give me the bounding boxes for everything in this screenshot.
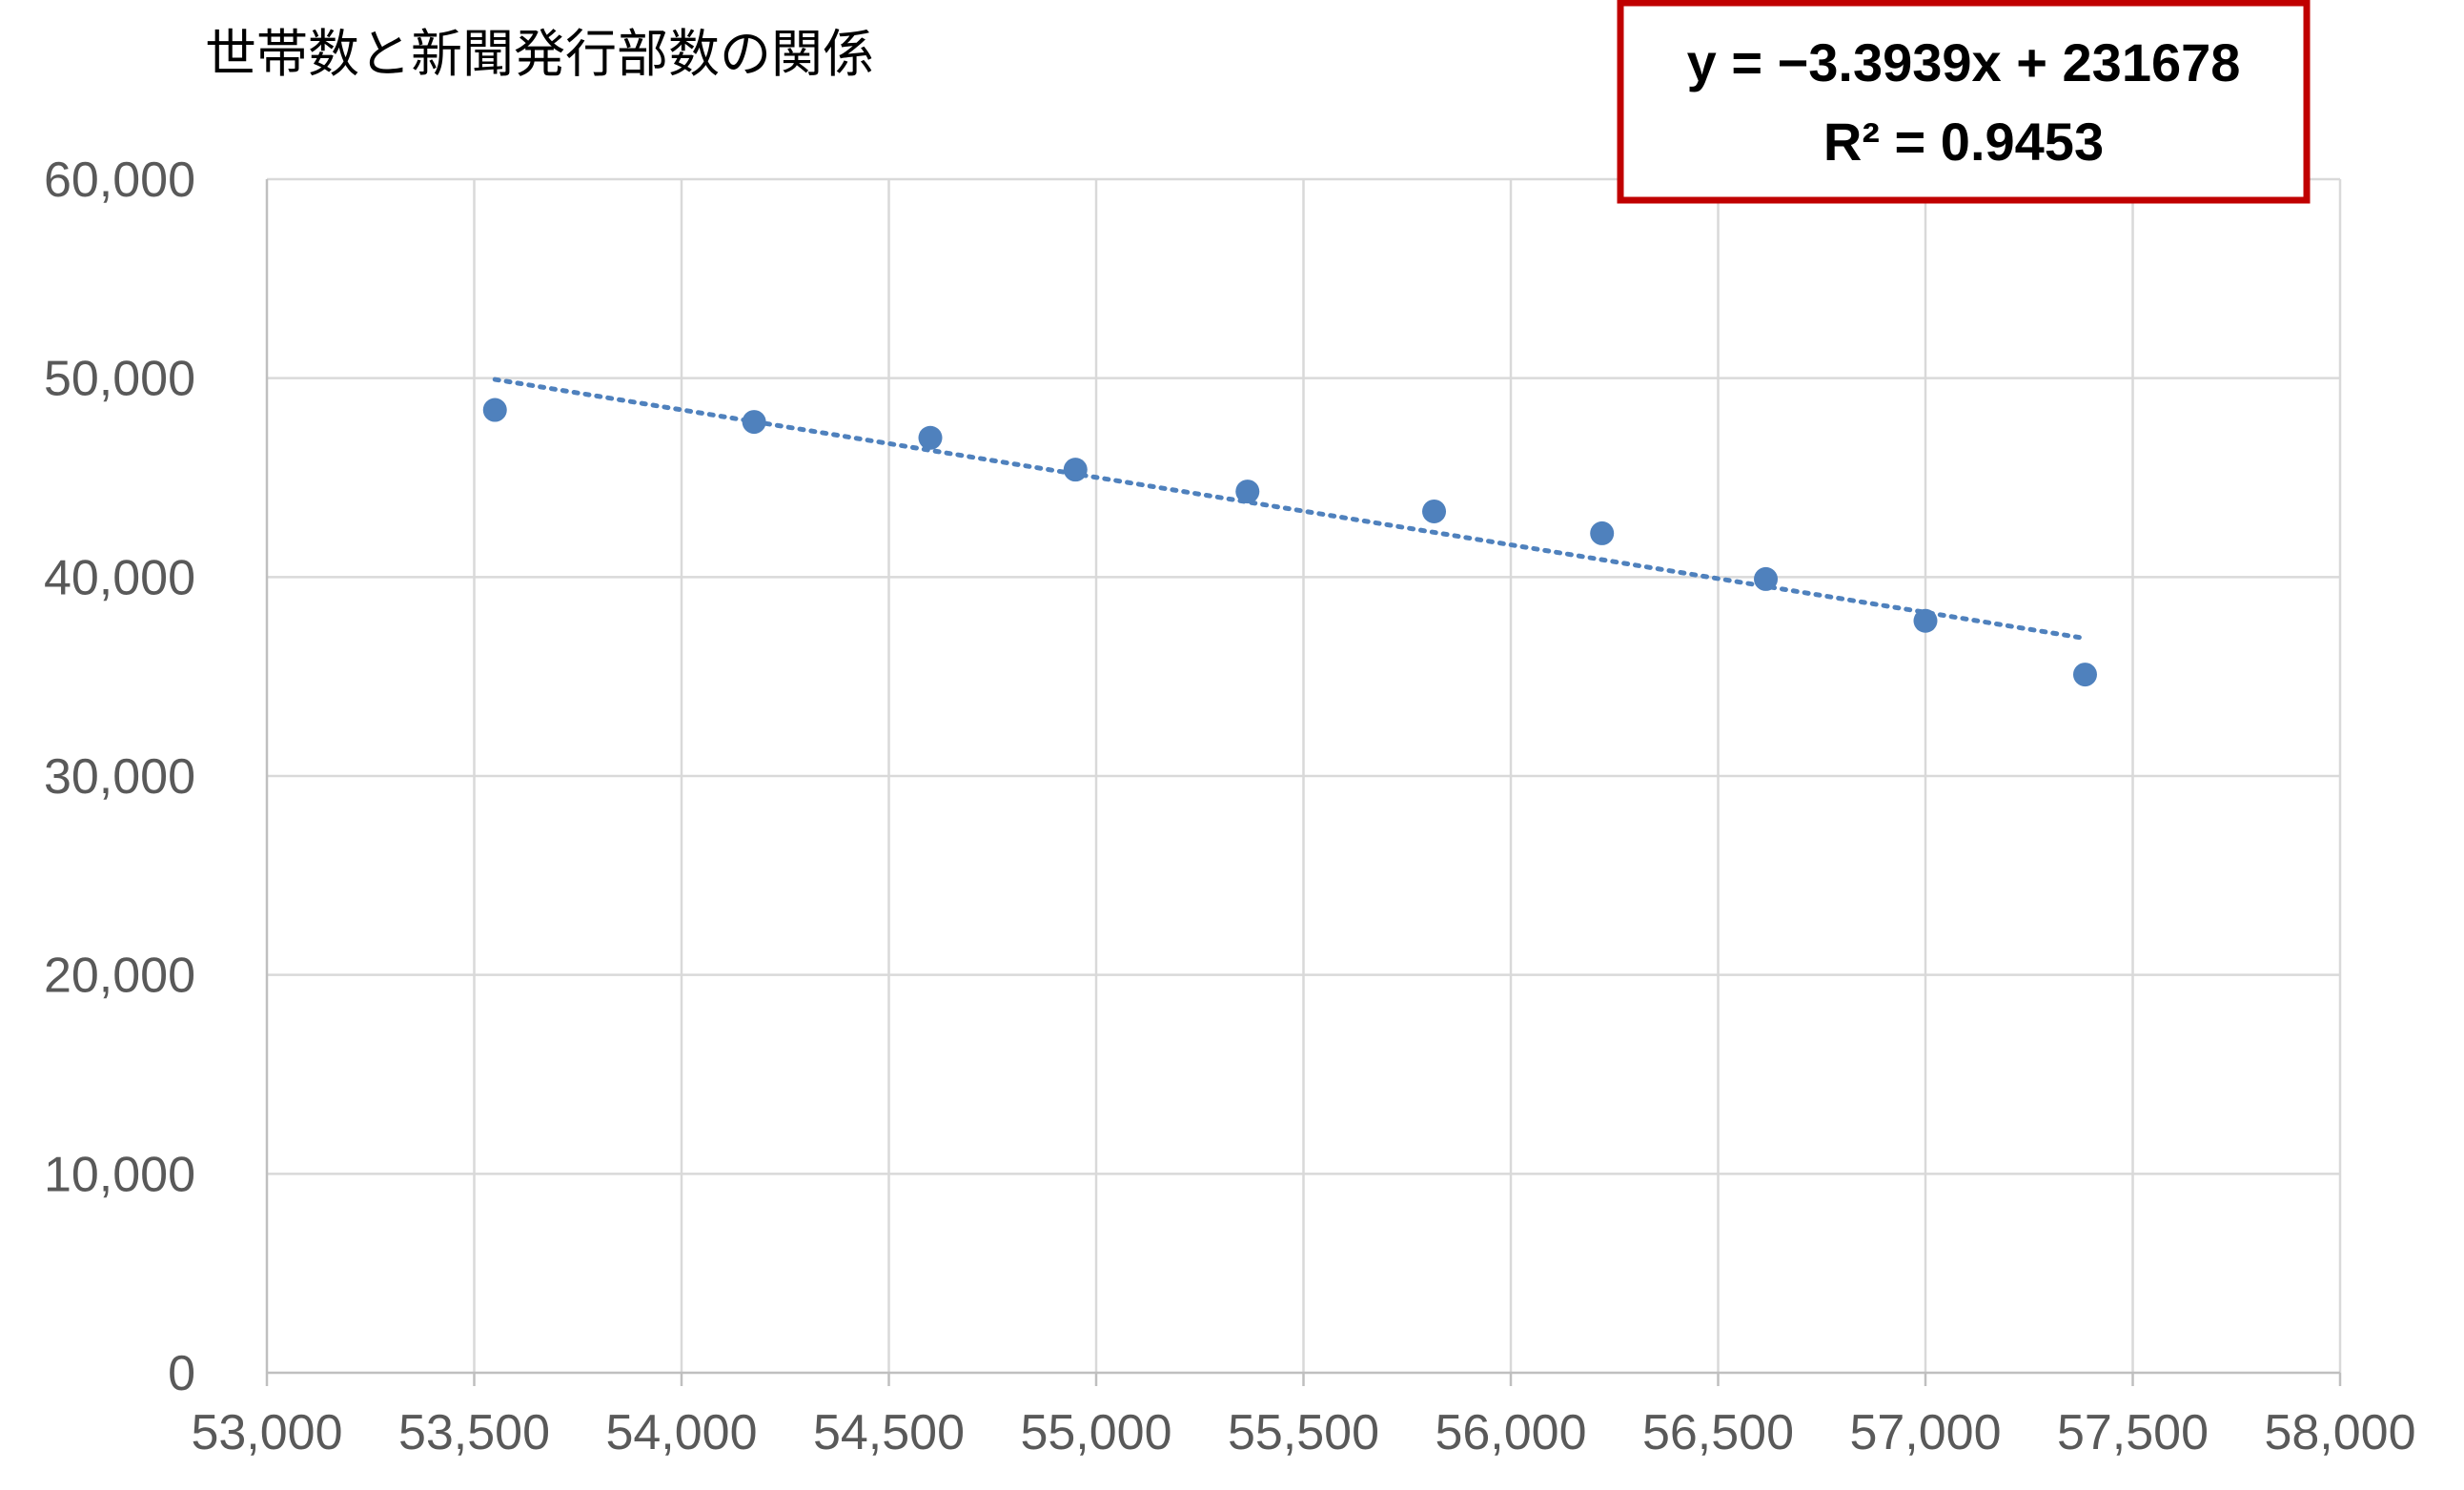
x-tick-label: 58,000 (2264, 1405, 2415, 1460)
x-tick-label: 54,000 (605, 1405, 757, 1460)
x-tick-label: 56,500 (1642, 1405, 1794, 1460)
data-point (2072, 663, 2097, 687)
data-point (482, 398, 507, 422)
chart-title: 世帯数と新聞発行部数の関係 (205, 24, 874, 84)
x-tick-label: 55,500 (1228, 1405, 1379, 1460)
y-tick-label: 30,000 (44, 749, 195, 805)
y-tick-label: 20,000 (44, 949, 195, 1004)
trendline (492, 377, 2087, 642)
trendline-equation: y = −3.3939x + 231678 (1687, 32, 2241, 92)
x-tick-labels: 53,000 53,500 54,000 54,500 55,000 55,500 56,0… (191, 1405, 2415, 1460)
equation-box-border (1617, 0, 2311, 204)
trendline-r-squared: R² = 0.9453 (1823, 112, 2104, 172)
x-tick-label: 57,500 (2057, 1405, 2209, 1460)
x-tick-label: 55,000 (1020, 1405, 1171, 1460)
y-tick-label: 0 (168, 1346, 195, 1401)
x-tick-label: 53,000 (191, 1405, 342, 1460)
y-tick-label: 60,000 (44, 153, 195, 208)
y-tick-label: 40,000 (44, 550, 195, 605)
data-point (1063, 458, 1088, 482)
data-point (742, 410, 766, 435)
y-tick-label: 50,000 (44, 352, 195, 407)
x-tick-label: 53,500 (398, 1405, 550, 1460)
x-tick-label: 56,000 (1435, 1405, 1586, 1460)
y-tick-label: 10,000 (44, 1147, 195, 1202)
trendline-path (492, 377, 2087, 642)
data-point (1754, 566, 1779, 591)
x-tick-label: 54,500 (813, 1405, 965, 1460)
axes (265, 179, 2342, 1386)
data-point (1235, 480, 1260, 504)
data-point (1422, 499, 1447, 523)
data-points (482, 398, 2097, 687)
data-point (918, 425, 943, 450)
grid (267, 177, 2342, 1373)
x-tick-label: 57,000 (1849, 1405, 2001, 1460)
y-tick-labels: 0 10,000 20,000 30,000 40,000 50,000 60,000 (44, 153, 195, 1401)
data-point (1913, 608, 1938, 633)
data-point (1590, 520, 1615, 545)
trendline-equation-box: y = −3.3939x + 231678 R² = 0.9453 (1617, 0, 2311, 204)
